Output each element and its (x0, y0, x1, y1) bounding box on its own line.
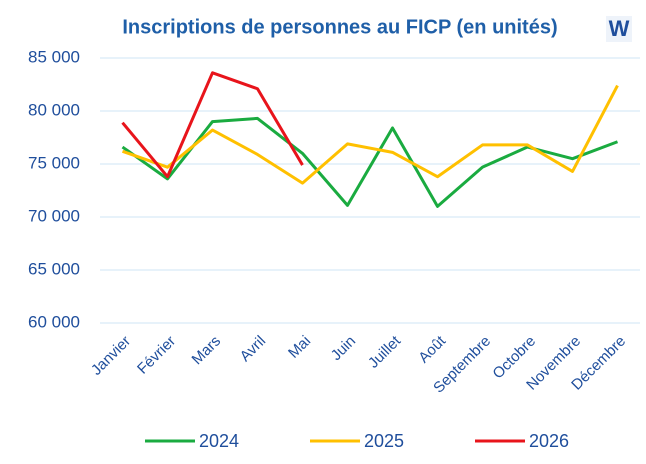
x-tick-label: Juin (328, 333, 359, 364)
legend-label: 2026 (529, 431, 569, 451)
y-tick-label: 80 000 (28, 100, 80, 119)
x-tick-label: Juillet (365, 332, 405, 372)
y-tick-label: 75 000 (28, 153, 80, 172)
series-line (121, 116, 619, 208)
x-tick-label: Avril (237, 333, 269, 365)
chart-title: Inscriptions de personnes au FICP (en un… (122, 16, 557, 38)
legend-label: 2025 (364, 431, 404, 451)
y-tick-label: 65 000 (28, 259, 80, 278)
legend-label: 2024 (199, 431, 239, 451)
x-tick-label: Mars (189, 333, 225, 369)
series-line (122, 84, 619, 185)
series-line (121, 71, 304, 179)
logo-box (606, 16, 632, 42)
x-tick-label: Février (134, 333, 179, 378)
y-tick-label: 60 000 (28, 312, 80, 331)
y-tick-label: 85 000 (28, 47, 80, 66)
y-tick-label: 70 000 (28, 206, 80, 225)
logo: W (609, 16, 630, 41)
x-tick-label: Mai (285, 333, 314, 362)
x-tick-label: Août (415, 332, 449, 366)
x-tick-label: Janvier (88, 333, 134, 379)
